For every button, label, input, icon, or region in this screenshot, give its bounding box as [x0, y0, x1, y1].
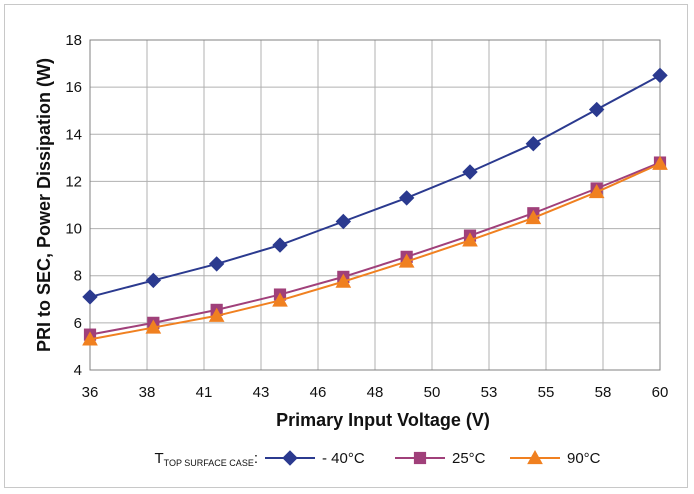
legend-label: 25°C	[452, 450, 486, 467]
data-point	[652, 155, 668, 170]
data-point	[145, 272, 162, 289]
data-point	[82, 331, 98, 346]
data-point	[588, 184, 605, 199]
x-tick-label: 43	[253, 384, 270, 401]
legend-title-main: T	[154, 450, 163, 467]
y-tick-label: 14	[65, 126, 82, 143]
y-tick-label: 10	[65, 221, 82, 238]
legend-label: 90°C	[567, 450, 601, 467]
data-point	[462, 232, 478, 247]
y-tick-label: 4	[74, 362, 82, 379]
y-axis-title: PRI to SEC, Power Dissipation (W)	[34, 58, 54, 352]
legend-swatch-marker	[282, 450, 298, 466]
legend-items: - 40°C 25°C 90°C	[265, 449, 601, 467]
y-tick-label: 16	[65, 79, 82, 96]
data-point	[145, 319, 162, 334]
x-tick-label: 58	[595, 384, 612, 401]
series-line	[89, 162, 661, 341]
y-tick-label: 6	[74, 315, 82, 332]
legend-title-subscript: TOP SURFACE CASE	[164, 458, 254, 468]
legend-item: 25°C	[395, 450, 486, 467]
series-layer	[82, 67, 668, 346]
legend: TTOP SURFACE CASE: - 40°C 25°C 90°C	[154, 449, 601, 468]
data-point	[272, 237, 288, 253]
data-point	[208, 256, 225, 272]
y-tick-label: 8	[74, 268, 82, 285]
legend-title: TTOP SURFACE CASE:	[154, 450, 258, 468]
x-tick-label: 38	[139, 384, 156, 401]
x-axis-tick-labels: 36 38 41 43 46 48 50 53 55 58 60	[82, 384, 669, 401]
data-point	[335, 213, 352, 230]
y-tick-label: 12	[65, 173, 82, 190]
legend-swatch-marker	[527, 449, 543, 465]
x-tick-label: 41	[196, 384, 213, 401]
data-point	[588, 101, 605, 118]
x-tick-label: 55	[538, 384, 555, 401]
data-point	[272, 292, 288, 307]
chart-frame	[4, 4, 688, 488]
y-tick-label: 18	[65, 32, 82, 49]
data-point	[652, 67, 668, 84]
data-point	[82, 289, 98, 305]
plot-area	[89, 39, 661, 371]
series-3	[82, 155, 668, 346]
series-line	[89, 161, 661, 336]
data-point	[525, 136, 542, 152]
x-axis-title: Primary Input Voltage (V)	[276, 410, 490, 430]
series-1	[82, 67, 668, 305]
series-line	[89, 74, 661, 298]
x-tick-label: 60	[652, 384, 669, 401]
data-point	[398, 253, 415, 268]
data-point	[525, 209, 542, 225]
x-tick-label: 50	[424, 384, 441, 401]
legend-title-suffix: :	[254, 450, 258, 467]
data-point	[335, 273, 352, 288]
x-tick-label: 53	[481, 384, 498, 401]
x-tick-label: 48	[367, 384, 384, 401]
legend-item: - 40°C	[265, 450, 365, 467]
y-axis-tick-labels: 4 6 8 10 12 14 16 18	[65, 32, 82, 379]
x-tick-label: 36	[82, 384, 99, 401]
data-point	[208, 307, 225, 322]
legend-item: 90°C	[510, 449, 601, 467]
legend-label: - 40°C	[322, 450, 365, 467]
legend-swatch-marker	[413, 451, 427, 465]
grid-lines	[89, 39, 661, 371]
data-point	[398, 190, 415, 206]
x-tick-label: 46	[310, 384, 327, 401]
data-point	[462, 164, 478, 180]
